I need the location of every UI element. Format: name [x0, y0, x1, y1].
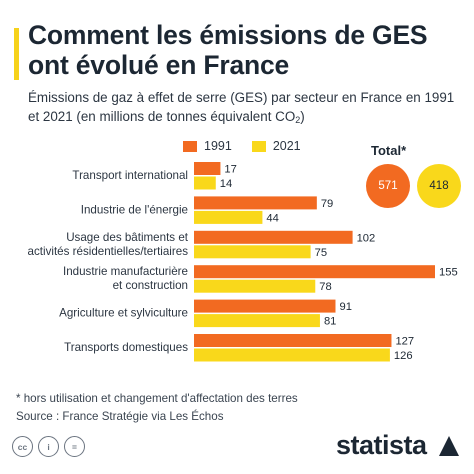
- category-label: Industrie de l'énergie: [81, 203, 188, 216]
- legend-label-2021: 2021: [272, 139, 301, 153]
- equals-icon: =: [64, 436, 85, 457]
- bar-2021: [194, 245, 311, 259]
- footnote-note: * hors utilisation et changement d'affec…: [16, 392, 298, 405]
- statista-mark-icon: [439, 436, 459, 456]
- bar-2021: [194, 279, 316, 293]
- legend-item-1991: 1991: [183, 139, 232, 153]
- value-label-1991: 102: [357, 232, 376, 244]
- total-1991-circle: 571: [366, 164, 410, 208]
- footnote: * hors utilisation et changement d'affec…: [16, 390, 298, 426]
- total-2021-circle: 418: [417, 164, 461, 208]
- legend-swatch-1991: [183, 140, 197, 152]
- category-label: Industrie manufacturière et construction: [63, 265, 188, 292]
- legend-item-2021: 2021: [251, 139, 301, 153]
- value-label-2021: 126: [394, 350, 413, 362]
- chart-title: Comment les émissions de GES ont évolué …: [28, 20, 428, 80]
- value-label-2021: 81: [324, 316, 336, 328]
- bar-1991: [194, 196, 317, 210]
- category-label: Transports domestiques: [64, 341, 188, 354]
- value-label-2021: 14: [220, 178, 232, 190]
- bar-2021: [194, 314, 320, 328]
- value-label-1991: 17: [224, 164, 236, 176]
- bar-1991: [194, 299, 336, 313]
- value-label-1991: 155: [439, 267, 458, 279]
- cc-icon: cc: [12, 436, 33, 457]
- bar-1991: [194, 265, 435, 279]
- license-icons: cc i =: [12, 436, 90, 457]
- footnote-source: Source : France Stratégie via Les Échos: [16, 410, 224, 423]
- bar-chart: Transport international 17 14 Industrie de …: [28, 162, 458, 362]
- accent-bar: [14, 28, 19, 80]
- category-label: Agriculture et sylviculture: [59, 307, 188, 320]
- bar-1991: [194, 334, 392, 347]
- bar-2021: [194, 176, 216, 190]
- total-label: Total*: [371, 143, 407, 158]
- bar-2021: [194, 348, 390, 362]
- legend-swatch-2021: [251, 140, 266, 152]
- category-label: Usage des bâtiments et activités résident…: [28, 231, 189, 258]
- value-label-2021: 78: [319, 281, 331, 293]
- value-label-2021: 75: [315, 247, 327, 259]
- statista-logo: statista: [336, 430, 427, 460]
- value-label-2021: 44: [266, 212, 278, 224]
- value-label-1991: 127: [395, 336, 414, 348]
- category-label: Transport international: [72, 169, 188, 182]
- chart-subtitle: Émissions de gaz à effet de serre (GES) …: [28, 90, 455, 125]
- legend: 1991 2021: [183, 139, 321, 153]
- bar-1991: [194, 230, 353, 244]
- bar-2021: [194, 210, 263, 224]
- by-icon: i: [38, 436, 59, 457]
- value-label-1991: 91: [339, 301, 351, 313]
- legend-label-1991: 1991: [204, 139, 232, 153]
- bar-1991: [194, 162, 221, 175]
- value-label-1991: 79: [321, 198, 333, 210]
